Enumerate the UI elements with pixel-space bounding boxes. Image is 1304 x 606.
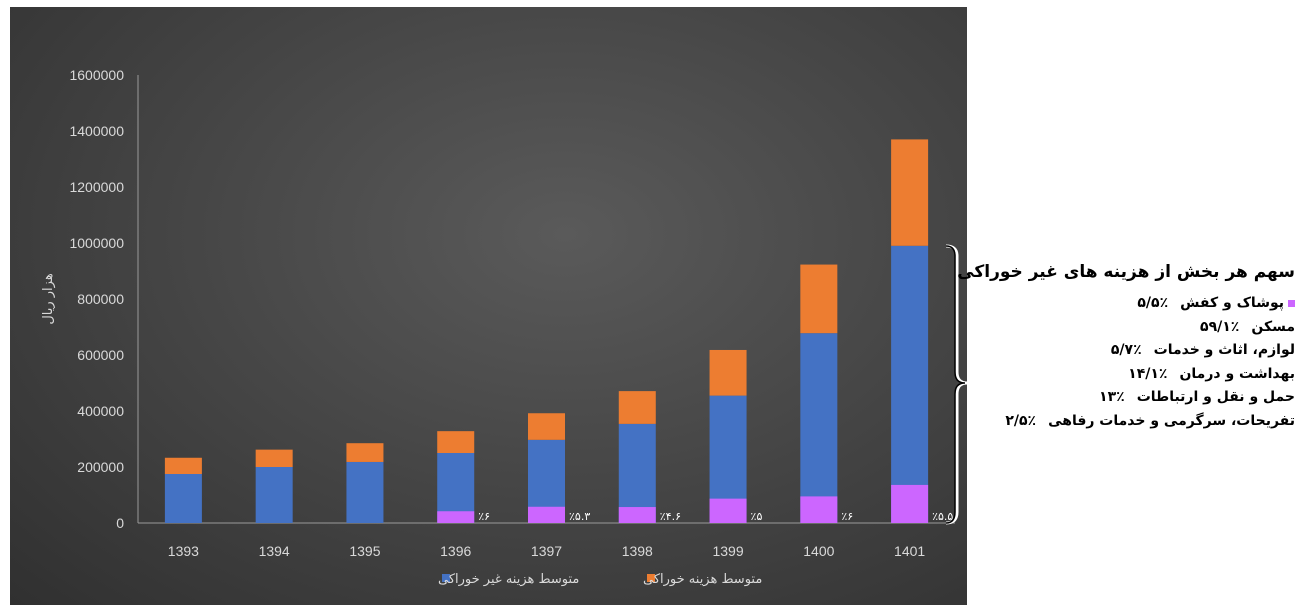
x-tick-label: 1399 xyxy=(712,543,743,559)
bar-food xyxy=(346,443,384,462)
note-item: پوشاک و کفش ٪۵/۵ xyxy=(975,292,1295,316)
x-tick-label: 1398 xyxy=(622,543,653,559)
bar-clothing-share xyxy=(709,498,747,523)
legend-label: متوسط هزینه خوراکی xyxy=(643,572,762,587)
y-tick-label: 400000 xyxy=(77,403,124,419)
note-item-value: ٪۲/۵ xyxy=(1005,412,1037,429)
legend-square-icon xyxy=(1288,299,1295,307)
y-tick-label: 1400000 xyxy=(69,123,124,139)
bar-non-food xyxy=(618,423,656,523)
x-tick-label: 1393 xyxy=(168,543,199,559)
bar-non-food xyxy=(255,467,293,523)
y-tick-label: 0 xyxy=(116,515,124,531)
bar-clothing-share xyxy=(891,484,929,523)
bar-food xyxy=(437,431,475,453)
note-item-label: پوشاک و کفش xyxy=(1180,295,1284,311)
bar-food xyxy=(164,457,202,474)
note-item-value: ٪۱۳ xyxy=(1099,389,1125,405)
y-tick-label: 1600000 xyxy=(69,67,124,83)
y-tick-label: 800000 xyxy=(77,291,124,307)
note-item: مسکن ٪۵۹/۱ xyxy=(975,316,1295,340)
bar-food xyxy=(528,413,565,440)
bar-food xyxy=(709,349,747,396)
note-item: لوازم، اثاث و خدمات ٪۵/۷ xyxy=(975,339,1295,363)
y-tick-label: 1200000 xyxy=(69,179,124,195)
legend-label: متوسط هزینه غیر خوراکی xyxy=(438,572,579,587)
bar-clothing-share xyxy=(618,507,656,523)
bar-clothing-share xyxy=(800,496,838,523)
bar-food xyxy=(618,391,656,424)
legend-swatch xyxy=(442,574,450,582)
bar-clothing-share xyxy=(528,506,565,523)
note-item-value: ٪۱۴/۱ xyxy=(1128,365,1168,382)
bar-food xyxy=(891,139,929,246)
y-tick-label: 600000 xyxy=(77,347,124,363)
bar-non-food xyxy=(800,333,838,523)
share-percent-label: ٪۵ xyxy=(751,510,763,523)
note-item-label: بهداشت و درمان xyxy=(1179,365,1295,382)
y-tick-label: 200000 xyxy=(77,459,124,475)
note-item-label: حمل و نقل و ارتباطات xyxy=(1136,389,1295,405)
note-item-label: تفریحات، سرگرمی و خدمات رفاهی xyxy=(1048,412,1295,429)
note-item-value: ٪۵/۵ xyxy=(1137,295,1169,311)
x-tick-label: 1395 xyxy=(349,543,380,559)
bar-food xyxy=(255,449,293,467)
note-item-label: مسکن xyxy=(1251,318,1295,335)
bar-non-food xyxy=(891,245,929,524)
x-tick-label: 1396 xyxy=(440,543,471,559)
bar-non-food xyxy=(346,461,384,523)
x-tick-label: 1397 xyxy=(531,543,562,559)
y-axis-title: هزار ریال xyxy=(41,273,56,324)
legend-swatch xyxy=(647,574,655,582)
x-tick-label: 1400 xyxy=(803,543,834,559)
note-list: پوشاک و کفش ٪۵/۵ مسکن ٪۵۹/۱ لوازم، اثاث و خد… xyxy=(975,292,1295,433)
note-item-label: لوازم، اثاث و خدمات xyxy=(1153,342,1295,358)
non-food-share-note: سهم هر بخش از هزینه های غیر خوراکی پوشاک… xyxy=(957,262,1295,433)
stacked-bar-chart: 0 200000 400000 600000 800000 1000000 1200000 1… xyxy=(41,67,955,587)
note-title: سهم هر بخش از هزینه های غیر خوراکی xyxy=(957,262,1295,282)
share-percent-label: ٪۵.۳ xyxy=(569,510,590,523)
bracket-brace xyxy=(945,244,968,525)
bar-non-food xyxy=(164,474,202,523)
share-percent-label: ٪۴.۶ xyxy=(660,510,681,523)
note-item: تفریحات، سرگرمی و خدمات رفاهی ٪۲/۵ xyxy=(975,410,1295,434)
note-item-value: ٪۵۹/۱ xyxy=(1200,318,1240,335)
share-percent-label: ٪۵.۵ xyxy=(932,510,953,523)
chart-area: 0 200000 400000 600000 800000 1000000 1200000 1… xyxy=(10,7,967,605)
y-tick-label: 1000000 xyxy=(69,235,124,251)
bar-clothing-share xyxy=(437,511,475,523)
x-tick-label: 1401 xyxy=(894,543,925,559)
note-item: حمل و نقل و ارتباطات ٪۱۳ xyxy=(975,386,1295,410)
share-percent-label: ٪۶ xyxy=(478,510,490,523)
x-tick-label: 1394 xyxy=(259,543,290,559)
note-item: بهداشت و درمان ٪۱۴/۱ xyxy=(975,363,1295,387)
bar-food xyxy=(800,264,838,334)
note-item-value: ٪۵/۷ xyxy=(1110,342,1142,358)
share-percent-label: ٪۶ xyxy=(841,510,853,523)
